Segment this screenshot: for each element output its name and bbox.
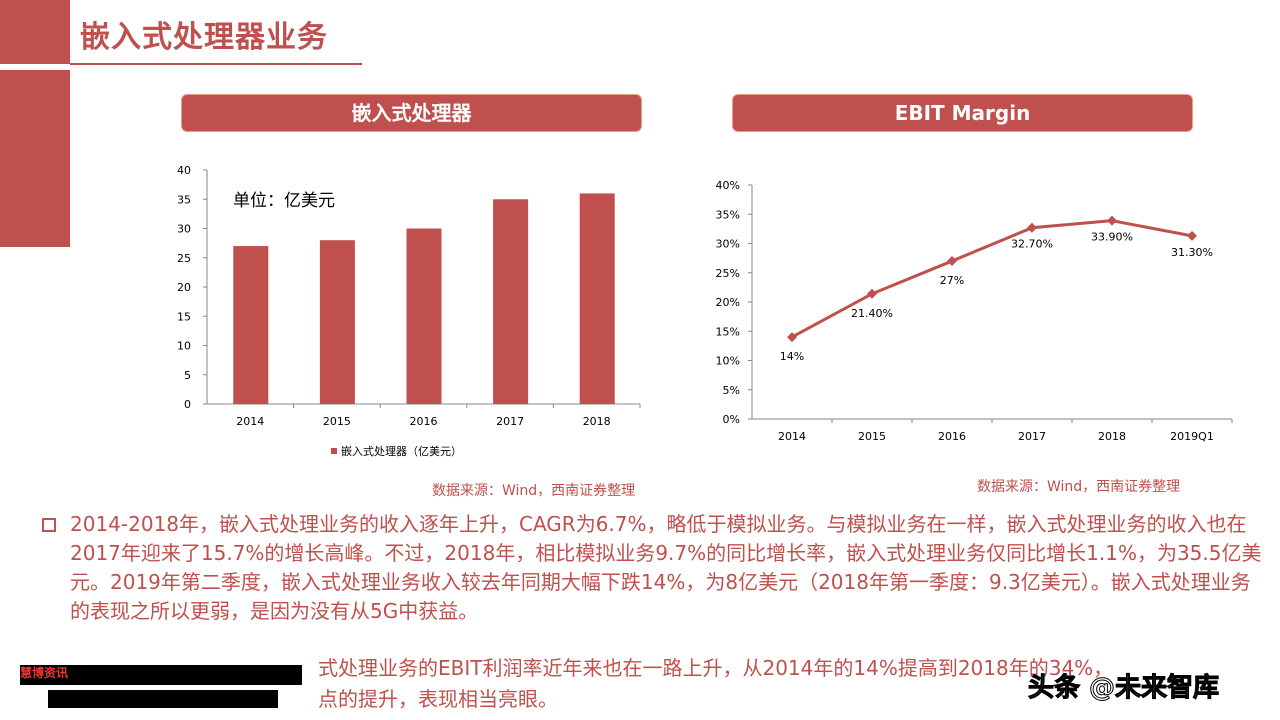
unit-note: 单位：亿美元 (233, 191, 335, 211)
overlay-tag: 慧博资讯 (20, 666, 69, 680)
paragraph-2-line-2: 点的提升，表现相当亮眼。 (318, 687, 558, 711)
bar-x-tick-label: 2015 (323, 415, 351, 428)
data-label: 33.90% (1091, 231, 1133, 244)
line-y-tick-label: 35% (716, 208, 740, 221)
line-y-tick-label: 20% (716, 296, 740, 309)
legend-label: 嵌入式处理器（亿美元） (341, 445, 462, 458)
data-point (1107, 215, 1117, 226)
watermark: 头条 @未来智库 (1027, 673, 1220, 704)
page-title: 嵌入式处理器业务 (80, 20, 328, 55)
data-point (1187, 230, 1197, 241)
data-label: 27% (940, 274, 964, 287)
bar (406, 228, 442, 404)
line-x-tick-label: 2018 (1098, 430, 1126, 443)
data-point (787, 332, 797, 343)
bar-chart-source: 数据来源：Wind，西南证券整理 (432, 483, 636, 499)
line-x-tick-label: 2016 (938, 430, 966, 443)
line-y-tick-label: 5% (723, 384, 740, 397)
bar-x-tick-label: 2016 (410, 415, 438, 428)
bullet-square-icon (42, 518, 56, 532)
data-point (1027, 222, 1037, 233)
bar-y-tick-label: 20 (177, 281, 191, 294)
line-y-tick-label: 0% (723, 413, 740, 426)
decor-block-side (0, 70, 70, 247)
line-y-tick-label: 30% (716, 238, 740, 251)
bar-x-tick-label: 2017 (496, 415, 524, 428)
bar-y-tick-label: 10 (177, 340, 191, 353)
line-y-tick-label: 15% (716, 325, 740, 338)
title-underline (70, 63, 362, 65)
data-point (947, 256, 957, 267)
line-chart-header: EBIT Margin (732, 94, 1193, 132)
line-chart-source: 数据来源：Wind，西南证券整理 (977, 479, 1181, 495)
bar (233, 246, 269, 404)
line-x-tick-label: 2017 (1018, 430, 1046, 443)
line-x-tick-label: 2015 (858, 430, 886, 443)
bar-x-tick-label: 2018 (583, 415, 611, 428)
paragraph-1: 2014-2018年，嵌入式处理业务的收入逐年上升，CAGR为6.7%，略低于模… (42, 510, 1262, 626)
decor-block-top (0, 0, 70, 64)
redaction-bar-1 (20, 665, 302, 685)
redaction-bar-2 (48, 690, 278, 708)
bar (319, 240, 355, 404)
bar-y-tick-label: 5 (184, 369, 191, 382)
line-y-tick-label: 40% (716, 179, 740, 192)
paragraph-1-text: 2014-2018年，嵌入式处理业务的收入逐年上升，CAGR为6.7%，略低于模… (70, 512, 1262, 623)
bar-y-tick-label: 15 (177, 310, 191, 323)
line-x-tick-label: 2019Q1 (1170, 430, 1214, 443)
bar-y-tick-label: 40 (177, 164, 191, 177)
data-point (867, 288, 877, 299)
bar-y-tick-label: 0 (184, 398, 191, 411)
line-y-tick-label: 25% (716, 267, 740, 280)
paragraph-2: 式处理业务的EBIT利润率近年来也在一路上升，从2014年的14%提高到2018… (318, 653, 1113, 715)
line-x-tick-label: 2014 (778, 430, 806, 443)
data-label: 31.30% (1171, 246, 1213, 259)
ebit-line (791, 219, 1193, 339)
legend-swatch (331, 448, 337, 454)
bar-chart-header: 嵌入式处理器 (181, 94, 642, 132)
bar-y-tick-label: 35 (177, 193, 191, 206)
data-label: 21.40% (851, 307, 893, 320)
paragraph-2-line-1: 式处理业务的EBIT利润率近年来也在一路上升，从2014年的14%提高到2018… (318, 656, 1114, 680)
data-label: 14% (780, 350, 804, 363)
data-label: 32.70% (1011, 238, 1053, 251)
bar (579, 193, 615, 404)
bar-y-tick-label: 25 (177, 252, 191, 265)
bar-x-tick-label: 2014 (236, 415, 264, 428)
line-y-tick-label: 10% (716, 355, 740, 368)
bar-y-tick-label: 30 (177, 223, 191, 236)
bar (493, 199, 529, 404)
